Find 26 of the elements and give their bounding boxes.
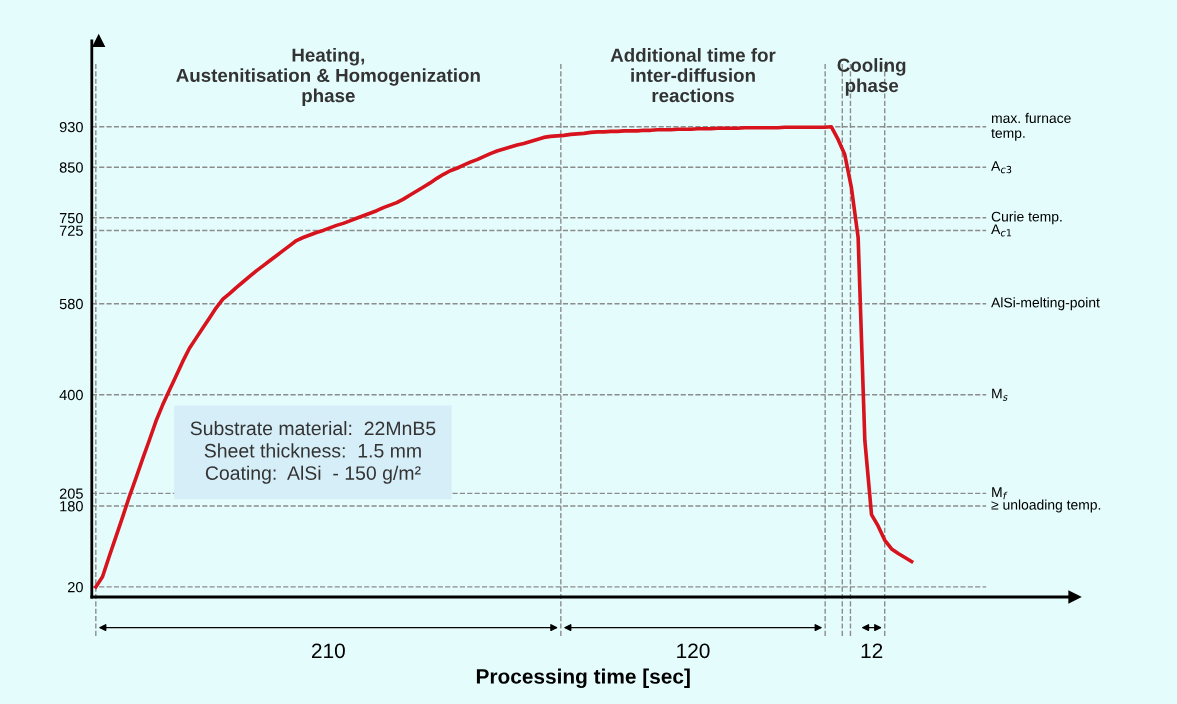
text: 12	[861, 643, 883, 658]
annotation: Cooling phase	[837, 58, 906, 96]
annotation: Additional time for inter-diffusion reactions	[610, 48, 776, 103]
ref-line-label: max. furnace temp.	[991, 112, 1071, 141]
y-tick-label: 930	[59, 121, 83, 133]
y-tick-label: 20	[67, 581, 83, 593]
ref-line-label: A$_{c1}$	[991, 224, 1012, 237]
y-tick-label: 180	[60, 501, 83, 512]
y-tick-label: 750	[59, 212, 83, 224]
y-tick-label: 580	[59, 298, 83, 310]
annotation: Heating, Austenitisation & Homogenization phase	[176, 47, 480, 106]
ref-line-label: ≥ unloading temp.	[991, 499, 1101, 513]
ref-line-label: Curie temp.	[991, 211, 1062, 225]
x-axis-title: Processing time [sec]	[476, 668, 690, 689]
ref-line-label: M$_{f}$	[992, 487, 1008, 500]
annotation: Substrate material: 22MnB5 Sheet thickness: 1.5 mm Coating: AlSi - 150 g/m²	[190, 420, 436, 484]
line-series	[94, 124, 914, 589]
y-tick-label: 400	[59, 389, 83, 401]
ref-line-label: M$_{s}$	[992, 388, 1008, 401]
y-tick-label: 850	[59, 162, 83, 173]
y-tick-label: 725	[59, 225, 83, 236]
y-tick-label: 205	[59, 488, 83, 499]
text: 120	[677, 643, 710, 659]
ref-line-label: AlSi-melting-point	[991, 297, 1100, 311]
ref-line-label: A$_{c3}$	[991, 161, 1012, 174]
text: 210	[312, 643, 345, 659]
